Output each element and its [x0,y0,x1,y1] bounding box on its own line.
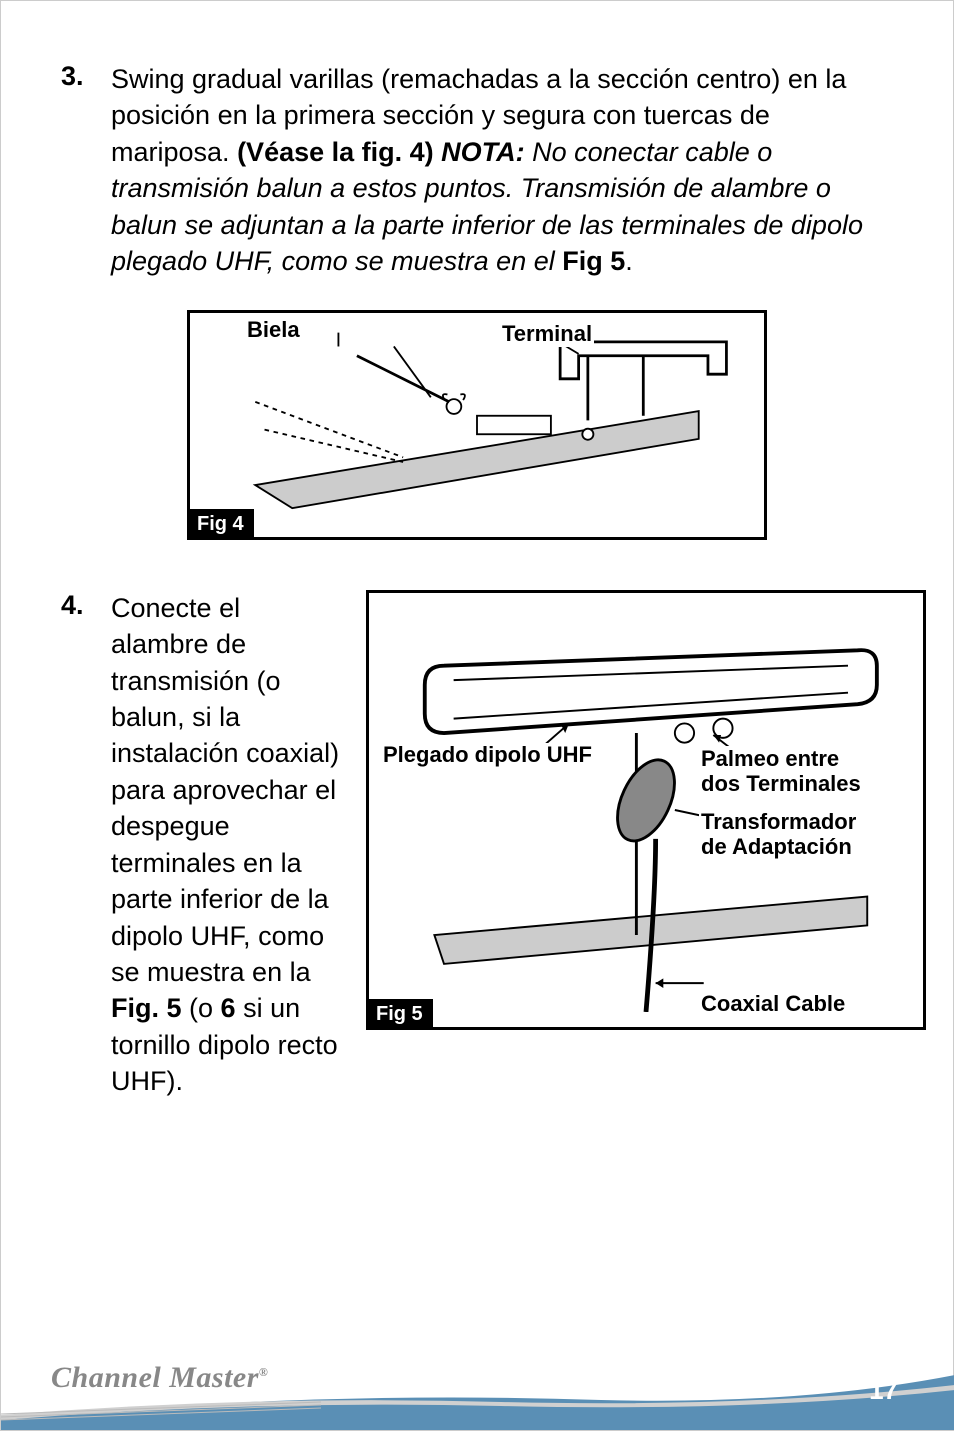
figure-4: Biela Terminal Fig 4 [187,310,767,540]
instruction-step-4-row: 4. Conecte el alambre de transmisión (o … [61,590,893,1100]
brand-text: Channel Master [51,1361,259,1394]
page-footer: Channel Master® 17 [1,1350,953,1430]
fig5-label: Fig 5 [366,999,433,1030]
step-number-3: 3. [61,61,111,280]
step3-fig5-ref: Fig 5 [562,246,625,276]
fig5-plegado-text: Plegado dipolo UHF [383,742,592,767]
step-4-text: Conecte el alambre de transmisión (o bal… [111,590,341,1100]
fig4-label: Fig 4 [187,509,254,540]
fig5-palmeo-l1: Palmeo entre [701,746,839,771]
step-3-text: Swing gradual varillas (remachadas a la … [111,61,893,280]
step-number-4: 4. [61,590,111,1100]
fig5-trans-l2: de Adaptación [701,834,852,859]
step4-fig5-ref: Fig. 5 [111,993,182,1023]
figure-4-container: Biela Terminal Fig 4 [61,310,893,540]
figure-5: Plegado dipolo UHF Palmeo entre dos Term… [366,590,926,1030]
fig4-callout-biela: Biela [245,317,302,343]
step4-six-ref: 6 [221,993,236,1023]
footer-brand: Channel Master® [51,1361,268,1395]
fig5-callout-coax: Coaxial Cable [699,991,847,1017]
step4-body: Conecte el alambre de transmisión (o bal… [111,593,339,987]
fig5-trans-l1: Transformador [701,809,856,834]
step3-nota-label: NOTA: [441,137,524,167]
step3-see-fig4: (Véase la fig. 4) [237,137,441,167]
fig5-palmeo-l2: dos Terminales [701,771,861,796]
fig5-callout-palmeo: Palmeo entre dos Terminales [699,746,863,797]
step4-body2: (o [182,993,221,1023]
step3-period: . [625,246,633,276]
step-4-text-column: 4. Conecte el alambre de transmisión (o … [61,590,341,1100]
fig5-callout-plegado: Plegado dipolo UHF [381,743,594,767]
page-number: 17 [869,1375,898,1406]
figure-4-illustration [205,328,749,522]
instruction-step-3: 3. Swing gradual varillas (remachadas a … [61,61,893,280]
fig4-callout-terminal: Terminal [500,321,594,347]
brand-registered: ® [259,1365,268,1379]
fig5-callout-transformador: Transformador de Adaptación [699,809,858,860]
